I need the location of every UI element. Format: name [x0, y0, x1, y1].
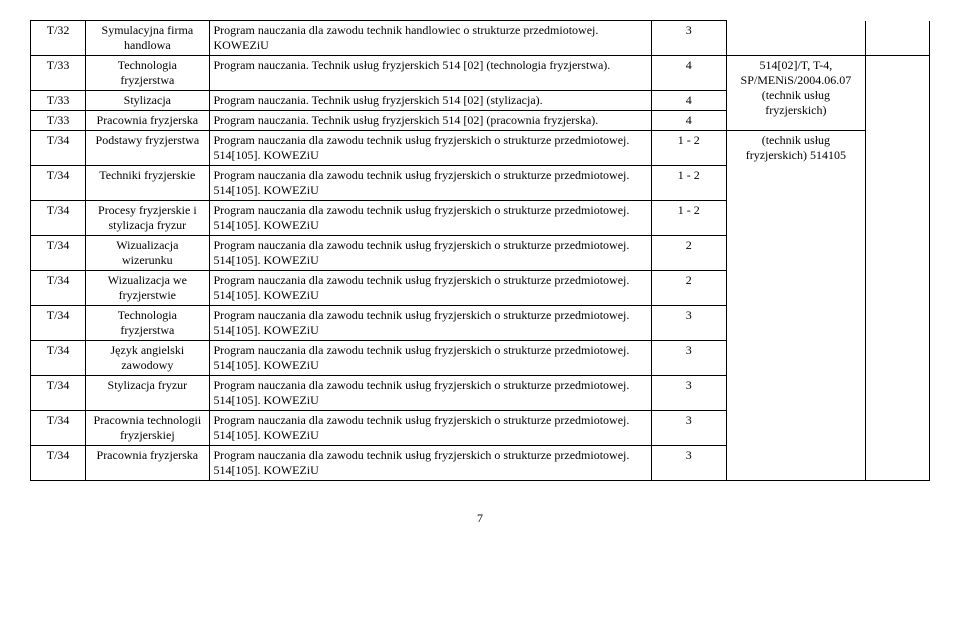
cell-code: T/34 [31, 166, 86, 201]
cell-subject: Stylizacja [86, 91, 209, 111]
table-row: T/33 Technologia fryzjerstwa Program nau… [31, 56, 930, 91]
curriculum-table: T/32 Symulacyjna firma handlowa Program … [30, 20, 930, 481]
cell-code: T/34 [31, 446, 86, 481]
cell-program: Program nauczania dla zawodu technik usł… [209, 306, 651, 341]
cell-subject: Procesy fryzjerskie i stylizacja fryzur [86, 201, 209, 236]
cell-subject: Pracownia technologii fryzjerskiej [86, 411, 209, 446]
cell-num: 2 [651, 271, 726, 306]
cell-program: Program nauczania dla zawodu technik usł… [209, 271, 651, 306]
table-row: T/32 Symulacyjna firma handlowa Program … [31, 21, 930, 56]
cell-code: T/34 [31, 376, 86, 411]
cell-num: 1 - 2 [651, 131, 726, 166]
cell-code: T/34 [31, 271, 86, 306]
cell-program: Program nauczania dla zawodu technik usł… [209, 236, 651, 271]
cell-note-top: 514[02]/T, T-4, SP/MENiS/2004.06.07 (tec… [726, 56, 866, 131]
cell-subject: Pracownia fryzjerska [86, 111, 209, 131]
cell-subject: Stylizacja fryzur [86, 376, 209, 411]
cell-subject: Symulacyjna firma handlowa [86, 21, 209, 56]
cell-subject: Język angielski zawodowy [86, 341, 209, 376]
cell-subject: Podstawy fryzjerstwa [86, 131, 209, 166]
page-number: 7 [30, 511, 930, 526]
cell-subject: Technologia fryzjerstwa [86, 306, 209, 341]
cell-num: 4 [651, 56, 726, 91]
cell-num: 3 [651, 411, 726, 446]
cell-code: T/33 [31, 56, 86, 91]
cell-program: Program nauczania. Technik usług fryzjer… [209, 91, 651, 111]
cell-tail [866, 201, 930, 236]
cell-tail [866, 91, 930, 111]
cell-code: T/33 [31, 91, 86, 111]
cell-tail [866, 236, 930, 271]
cell-code: T/34 [31, 411, 86, 446]
cell-subject: Wizualizacja we fryzjerstwie [86, 271, 209, 306]
cell-program: Program nauczania dla zawodu technik usł… [209, 376, 651, 411]
cell-code: T/34 [31, 236, 86, 271]
cell-program: Program nauczania dla zawodu technik usł… [209, 411, 651, 446]
cell-code: T/34 [31, 341, 86, 376]
cell-tail [866, 56, 930, 91]
cell-num: 3 [651, 341, 726, 376]
cell-code: T/34 [31, 131, 86, 166]
cell-note-bottom: (technik usług fryzjerskich) 514105 [726, 131, 866, 481]
cell-tail [866, 271, 930, 306]
cell-note [726, 21, 866, 56]
cell-program: Program nauczania dla zawodu technik usł… [209, 131, 651, 166]
cell-code: T/32 [31, 21, 86, 56]
cell-tail [866, 341, 930, 376]
cell-num: 3 [651, 306, 726, 341]
cell-code: T/34 [31, 201, 86, 236]
cell-program: Program nauczania dla zawodu technik usł… [209, 341, 651, 376]
cell-num: 1 - 2 [651, 201, 726, 236]
cell-subject: Wizualizacja wizerunku [86, 236, 209, 271]
cell-program: Program nauczania dla zawodu technik usł… [209, 166, 651, 201]
cell-num: 1 - 2 [651, 166, 726, 201]
cell-program: Program nauczania dla zawodu technik usł… [209, 446, 651, 481]
cell-tail [866, 376, 930, 411]
cell-program: Program nauczania dla zawodu technik usł… [209, 201, 651, 236]
cell-tail [866, 131, 930, 166]
cell-subject: Techniki fryzjerskie [86, 166, 209, 201]
cell-num: 4 [651, 91, 726, 111]
cell-program: Program nauczania dla zawodu technik han… [209, 21, 651, 56]
cell-program: Program nauczania. Technik usług fryzjer… [209, 111, 651, 131]
cell-tail [866, 446, 930, 481]
cell-program: Program nauczania. Technik usług fryzjer… [209, 56, 651, 91]
cell-subject: Technologia fryzjerstwa [86, 56, 209, 91]
cell-num: 3 [651, 21, 726, 56]
cell-num: 2 [651, 236, 726, 271]
cell-num: 4 [651, 111, 726, 131]
cell-subject: Pracownia fryzjerska [86, 446, 209, 481]
cell-num: 3 [651, 376, 726, 411]
cell-tail [866, 306, 930, 341]
cell-tail [866, 166, 930, 201]
cell-code: T/34 [31, 306, 86, 341]
cell-code: T/33 [31, 111, 86, 131]
cell-tail [866, 111, 930, 131]
cell-tail [866, 21, 930, 56]
cell-num: 3 [651, 446, 726, 481]
table-row: T/34 Podstawy fryzjerstwa Program naucza… [31, 131, 930, 166]
cell-tail [866, 411, 930, 446]
